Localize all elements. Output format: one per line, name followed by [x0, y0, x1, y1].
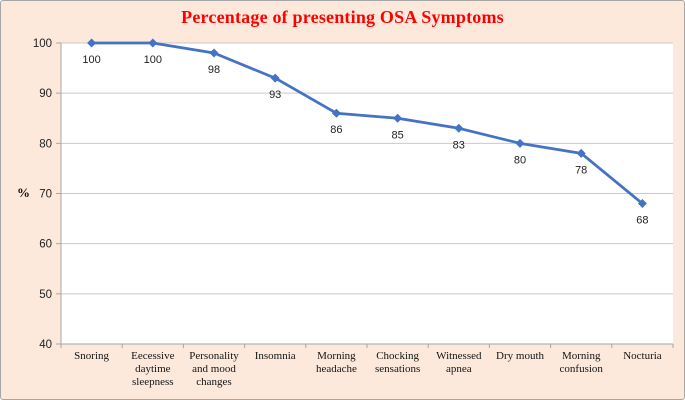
data-point-label: 83 — [453, 139, 465, 151]
data-point-marker — [87, 38, 97, 48]
x-axis-category-label: Snoring — [74, 350, 110, 362]
data-point-marker — [393, 113, 403, 123]
x-axis-category-label: Morning headache — [315, 350, 357, 376]
y-axis-tick-label: 60 — [39, 239, 52, 251]
data-point-marker — [270, 73, 280, 83]
data-point-label: 98 — [208, 64, 220, 76]
data-point-marker — [454, 123, 464, 133]
data-point-marker — [637, 199, 647, 209]
x-axis-category-label: Witnessed apnea — [436, 350, 482, 376]
y-axis-tick-label: 40 — [39, 339, 52, 351]
data-point-label: 100 — [82, 54, 100, 66]
x-axis-category-label: Nocturia — [623, 350, 662, 362]
y-axis-tick-label: 90 — [39, 88, 52, 100]
data-point-label: 80 — [514, 154, 526, 166]
x-axis-category-label: Chocking sensations — [375, 350, 421, 376]
data-point-label: 85 — [391, 129, 403, 141]
x-axis-category-labels: Snoring Eecessive daytime sleepness Person… — [61, 350, 673, 390]
y-axis-tick-label: 80 — [39, 138, 52, 150]
x-axis-category-label: Personality and mood changes — [189, 350, 239, 389]
data-point-marker — [148, 38, 158, 48]
x-axis-category-label: Dry mouth — [496, 350, 545, 362]
data-point-label: 86 — [330, 124, 342, 136]
y-axis-tick-label: 50 — [39, 289, 52, 301]
data-point-label: 68 — [636, 215, 648, 227]
data-point-label: 93 — [269, 89, 281, 101]
y-axis-tick-label: 70 — [39, 189, 52, 201]
x-axis-category-label: Insomnia — [254, 350, 296, 362]
y-axis-title: % — [17, 185, 30, 200]
data-point-marker — [209, 48, 219, 58]
data-point-marker — [576, 148, 586, 158]
data-point-label: 78 — [575, 164, 587, 176]
chart-title: Percentage of presenting OSA Symptoms — [181, 7, 504, 27]
x-axis-category-label: Morning confusion — [559, 350, 603, 376]
data-point-label: 100 — [144, 54, 162, 66]
data-point-marker — [515, 138, 525, 148]
x-axis-category-label: Eecessive daytime sleepness — [131, 350, 175, 389]
y-axis-tick-label: 100 — [33, 38, 52, 50]
series-line — [90, 41, 644, 205]
data-point-marker — [331, 108, 341, 118]
